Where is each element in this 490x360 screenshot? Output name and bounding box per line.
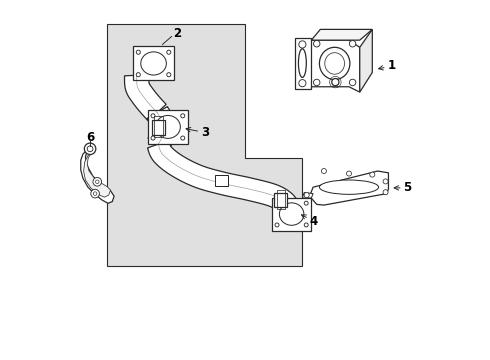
- Bar: [148, 110, 188, 144]
- Text: 5: 5: [403, 181, 411, 194]
- Circle shape: [275, 201, 279, 205]
- Bar: [274, 193, 287, 207]
- Circle shape: [93, 192, 97, 195]
- Circle shape: [136, 50, 140, 54]
- Circle shape: [96, 180, 99, 184]
- Circle shape: [349, 79, 356, 86]
- Circle shape: [84, 143, 96, 154]
- Circle shape: [314, 41, 320, 47]
- Circle shape: [332, 78, 339, 86]
- Circle shape: [304, 223, 308, 227]
- Bar: [133, 46, 174, 81]
- Circle shape: [346, 171, 351, 176]
- Polygon shape: [360, 30, 372, 92]
- Bar: [154, 116, 163, 137]
- Circle shape: [136, 73, 140, 77]
- Text: 1: 1: [388, 59, 396, 72]
- Polygon shape: [302, 193, 313, 198]
- Ellipse shape: [279, 203, 304, 225]
- Circle shape: [87, 146, 93, 152]
- Circle shape: [181, 114, 185, 118]
- Polygon shape: [311, 30, 372, 40]
- Circle shape: [383, 190, 388, 195]
- Circle shape: [275, 223, 279, 227]
- Text: 2: 2: [173, 27, 181, 40]
- Circle shape: [167, 50, 171, 54]
- Ellipse shape: [141, 52, 166, 75]
- Polygon shape: [84, 153, 111, 197]
- Circle shape: [181, 136, 185, 140]
- Circle shape: [151, 136, 155, 140]
- Polygon shape: [81, 148, 114, 203]
- Bar: [152, 120, 165, 135]
- Bar: [272, 198, 311, 230]
- Polygon shape: [107, 24, 302, 266]
- Circle shape: [304, 201, 308, 205]
- Text: 4: 4: [309, 215, 317, 228]
- Bar: [215, 175, 228, 186]
- Polygon shape: [295, 39, 311, 89]
- Circle shape: [370, 172, 375, 177]
- Bar: [276, 190, 285, 209]
- Circle shape: [151, 114, 155, 118]
- Text: 3: 3: [201, 126, 210, 139]
- Circle shape: [299, 41, 306, 48]
- Ellipse shape: [325, 53, 344, 74]
- Polygon shape: [147, 140, 299, 216]
- Polygon shape: [124, 75, 166, 121]
- Circle shape: [321, 168, 326, 174]
- Circle shape: [383, 179, 388, 184]
- Circle shape: [304, 193, 309, 198]
- Circle shape: [314, 79, 320, 86]
- Ellipse shape: [298, 49, 306, 77]
- Polygon shape: [310, 171, 389, 205]
- Circle shape: [167, 73, 171, 77]
- Ellipse shape: [155, 116, 180, 138]
- Circle shape: [91, 189, 99, 198]
- Circle shape: [299, 80, 306, 87]
- Polygon shape: [311, 40, 360, 92]
- Polygon shape: [147, 107, 175, 150]
- Circle shape: [349, 41, 356, 47]
- Ellipse shape: [319, 47, 350, 80]
- Ellipse shape: [319, 180, 379, 194]
- Circle shape: [93, 177, 101, 186]
- Text: 6: 6: [86, 131, 94, 144]
